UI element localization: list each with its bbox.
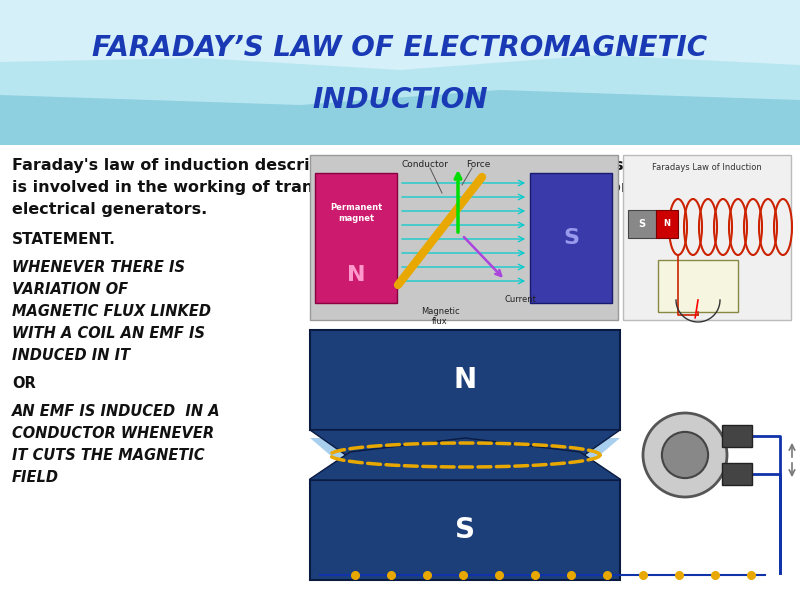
FancyBboxPatch shape: [722, 463, 752, 485]
FancyBboxPatch shape: [310, 155, 618, 320]
FancyBboxPatch shape: [623, 155, 791, 320]
Circle shape: [643, 413, 727, 497]
FancyBboxPatch shape: [295, 325, 790, 585]
Text: FARADAY’S LAW OF ELECTROMAGNETIC: FARADAY’S LAW OF ELECTROMAGNETIC: [93, 34, 707, 62]
Circle shape: [662, 432, 708, 478]
FancyBboxPatch shape: [722, 425, 752, 447]
Text: AN EMF IS INDUCED  IN A: AN EMF IS INDUCED IN A: [12, 404, 221, 419]
Polygon shape: [310, 430, 620, 472]
Text: IT CUTS THE MAGNETIC: IT CUTS THE MAGNETIC: [12, 448, 205, 463]
Polygon shape: [310, 438, 620, 472]
Text: Magnetic
flux: Magnetic flux: [421, 307, 459, 326]
Polygon shape: [0, 0, 800, 105]
Text: S: S: [455, 516, 475, 544]
FancyBboxPatch shape: [658, 260, 738, 312]
Text: electrical generators.: electrical generators.: [12, 202, 207, 217]
Text: INDUCED IN IT: INDUCED IN IT: [12, 348, 130, 363]
Text: Force: Force: [466, 160, 490, 169]
Polygon shape: [0, 0, 800, 145]
FancyBboxPatch shape: [656, 210, 678, 238]
Text: Permanent
magnet: Permanent magnet: [330, 203, 382, 223]
FancyBboxPatch shape: [628, 210, 656, 238]
Polygon shape: [310, 438, 620, 480]
Text: STATEMENT.: STATEMENT.: [12, 232, 116, 247]
Text: Faradays Law of Induction: Faradays Law of Induction: [652, 163, 762, 172]
Text: N: N: [454, 366, 477, 394]
Polygon shape: [0, 0, 800, 70]
Text: VARIATION OF: VARIATION OF: [12, 282, 128, 297]
Text: MAGNETIC FLUX LINKED: MAGNETIC FLUX LINKED: [12, 304, 211, 319]
Text: CONDUCTOR WHENEVER: CONDUCTOR WHENEVER: [12, 426, 214, 441]
Text: N: N: [346, 265, 366, 285]
Text: is involved in the working of transformers,  inductors, and many forms of: is involved in the working of transforme…: [12, 180, 678, 195]
Text: OR: OR: [12, 376, 36, 391]
FancyBboxPatch shape: [315, 173, 397, 303]
Text: WHENEVER THERE IS: WHENEVER THERE IS: [12, 260, 185, 275]
FancyBboxPatch shape: [310, 480, 620, 580]
Text: FIELD: FIELD: [12, 470, 59, 485]
Text: S: S: [638, 219, 646, 229]
Text: Current: Current: [504, 295, 536, 304]
Text: N: N: [663, 220, 670, 229]
Text: Faraday's law of induction describes a basic law of electromagnetism,  which: Faraday's law of induction describes a b…: [12, 158, 710, 173]
Text: INDUCTION: INDUCTION: [312, 86, 488, 114]
Text: WITH A COIL AN EMF IS: WITH A COIL AN EMF IS: [12, 326, 205, 341]
FancyBboxPatch shape: [310, 330, 620, 430]
Text: Conductor: Conductor: [402, 160, 449, 169]
FancyBboxPatch shape: [530, 173, 612, 303]
Text: S: S: [563, 228, 579, 248]
